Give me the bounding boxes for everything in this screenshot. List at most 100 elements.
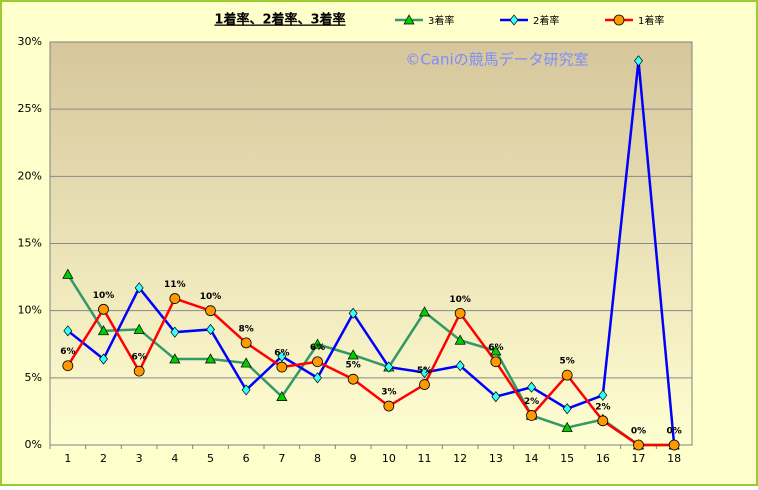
x-tick-label: 17 xyxy=(632,452,646,465)
point xyxy=(455,360,465,372)
point xyxy=(668,439,680,451)
x-tick-label: 9 xyxy=(350,452,357,465)
x-tick-label: 4 xyxy=(171,452,178,465)
legend-marker xyxy=(509,14,519,26)
x-tick-label: 5 xyxy=(207,452,214,465)
point xyxy=(419,379,430,390)
point xyxy=(204,353,217,364)
series-line xyxy=(66,297,675,447)
legend-marker xyxy=(403,14,415,25)
point xyxy=(169,293,181,304)
data-label: 6% xyxy=(488,343,503,353)
data-label: 6% xyxy=(274,349,289,359)
point xyxy=(241,384,251,396)
y-tick-label: 25% xyxy=(18,102,42,115)
point xyxy=(133,323,145,334)
legend-label: 2着率 xyxy=(533,14,559,27)
data-label: 5% xyxy=(417,366,432,376)
point xyxy=(206,323,215,336)
y-tick-label: 10% xyxy=(18,304,42,317)
series-line xyxy=(66,273,675,447)
data-label: 10% xyxy=(200,292,222,302)
point xyxy=(384,361,394,373)
point xyxy=(491,391,501,403)
data-label: 6% xyxy=(132,353,147,363)
y-tick-label: 20% xyxy=(18,169,42,182)
point xyxy=(526,410,537,421)
data-label: 8% xyxy=(239,324,254,334)
legend-label: 1着率 xyxy=(638,14,664,27)
point xyxy=(527,381,536,393)
y-tick-label: 15% xyxy=(18,237,42,250)
data-label: 3% xyxy=(381,388,396,398)
point xyxy=(133,365,145,377)
point xyxy=(205,305,216,317)
point xyxy=(490,345,502,356)
x-tick-label: 12 xyxy=(453,452,467,465)
point xyxy=(454,334,466,345)
legend-marker xyxy=(613,14,625,26)
legend-label: 3着率 xyxy=(428,14,454,27)
x-tick-label: 16 xyxy=(596,452,610,465)
point xyxy=(134,282,144,294)
data-label: 2% xyxy=(595,402,610,412)
data-label: 10% xyxy=(449,295,471,305)
data-label: 0% xyxy=(667,427,682,437)
point xyxy=(383,400,395,412)
point xyxy=(62,268,74,279)
data-label: 6% xyxy=(60,347,75,357)
x-tick-label: 14 xyxy=(525,452,539,465)
point xyxy=(313,372,322,384)
point xyxy=(169,353,181,364)
y-tick-label: 0% xyxy=(25,438,42,451)
x-tick-label: 1 xyxy=(64,452,71,465)
point xyxy=(418,306,431,317)
x-tick-label: 10 xyxy=(382,452,396,465)
data-label: 5% xyxy=(346,361,361,371)
data-label: 11% xyxy=(164,280,186,290)
point xyxy=(454,307,466,319)
point xyxy=(597,415,609,427)
point xyxy=(561,421,573,432)
x-tick-label: 13 xyxy=(489,452,503,465)
point xyxy=(347,373,359,385)
point xyxy=(63,325,73,337)
point xyxy=(276,361,288,373)
watermark: ©Caniの競馬データ研究室 xyxy=(405,51,588,69)
point xyxy=(240,337,252,349)
point xyxy=(170,326,180,338)
x-tick-label: 8 xyxy=(314,452,321,465)
point xyxy=(348,307,358,319)
data-label: 2% xyxy=(524,397,539,407)
point xyxy=(311,338,324,349)
point xyxy=(240,357,252,368)
point xyxy=(598,389,608,401)
point xyxy=(633,439,644,451)
x-tick-label: 6 xyxy=(243,452,250,465)
data-label: 10% xyxy=(93,291,115,301)
x-tick-label: 18 xyxy=(667,452,681,465)
x-tick-label: 2 xyxy=(100,452,107,465)
x-tick-label: 11 xyxy=(418,452,432,465)
point xyxy=(277,350,287,362)
point xyxy=(420,366,429,379)
point xyxy=(562,403,572,415)
point xyxy=(62,360,74,372)
point xyxy=(347,349,359,360)
series-line xyxy=(67,60,676,446)
x-tick-label: 3 xyxy=(136,452,143,465)
y-tick-label: 5% xyxy=(25,371,42,384)
x-tick-label: 15 xyxy=(560,452,574,465)
point xyxy=(561,369,573,381)
point xyxy=(99,353,108,365)
point xyxy=(634,55,643,67)
point xyxy=(312,356,323,368)
data-label: 5% xyxy=(560,357,575,367)
point xyxy=(98,303,109,315)
data-label: 0% xyxy=(631,427,646,437)
x-tick-label: 7 xyxy=(278,452,285,465)
point xyxy=(276,390,288,401)
point xyxy=(490,356,502,368)
data-label: 6% xyxy=(310,343,325,353)
